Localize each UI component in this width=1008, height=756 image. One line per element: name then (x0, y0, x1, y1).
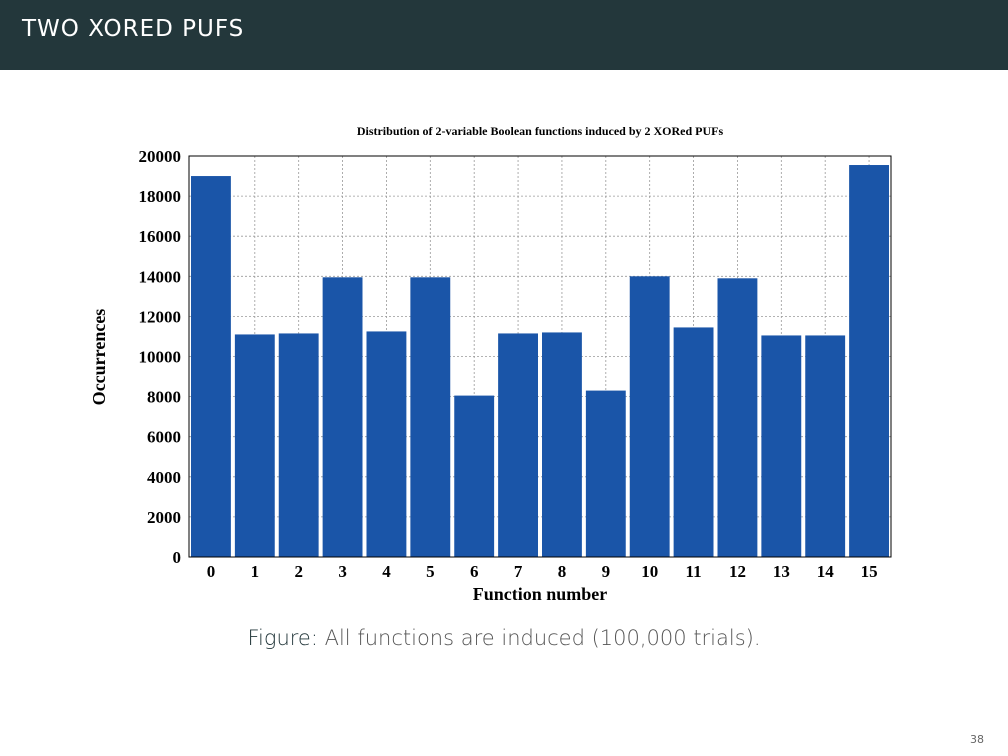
bar-8 (542, 332, 582, 557)
bar-9 (585, 390, 626, 557)
x-tick-label: 8 (558, 562, 567, 581)
x-tick-label: 7 (514, 562, 523, 581)
y-tick-label: 0 (173, 548, 182, 567)
x-tick-label: 4 (382, 562, 391, 581)
x-tick-label: 3 (338, 562, 347, 581)
figure-caption: Figure: All functions are induced (100,0… (0, 626, 1008, 650)
y-tick-label: 12000 (139, 307, 182, 326)
bar-4 (366, 331, 407, 557)
x-tick-label: 13 (773, 562, 790, 581)
x-tick-label: 15 (861, 562, 878, 581)
bar-0 (191, 176, 231, 558)
x-axis-ticks: 0 1 2 3 4 5 6 7 8 9 10 11 12 13 14 15 (207, 562, 878, 581)
y-tick-label: 20000 (139, 147, 182, 166)
y-tick-label: 14000 (139, 267, 182, 286)
chart-title: Distribution of 2-variable Boolean funct… (357, 124, 724, 138)
x-tick-label: 10 (641, 562, 658, 581)
x-tick-label: 1 (251, 562, 260, 581)
x-tick-label: 2 (294, 562, 303, 581)
bar-7 (498, 333, 538, 557)
bar-11 (673, 327, 714, 557)
chart-bars (191, 165, 889, 558)
bar-1 (234, 334, 275, 557)
bar-10 (629, 276, 670, 557)
caption-label: Figure: (247, 626, 318, 650)
bar-14 (805, 335, 846, 557)
x-axis-label: Function number (473, 584, 608, 604)
x-tick-label: 14 (817, 562, 835, 581)
bar-6 (454, 395, 495, 557)
caption-text: All functions are induced (100,000 trial… (324, 626, 761, 650)
x-tick-label: 0 (207, 562, 216, 581)
y-tick-label: 2000 (147, 508, 181, 527)
bar-2 (278, 333, 319, 557)
y-tick-label: 6000 (147, 428, 181, 447)
slide-title: TWO XORED PUFS (22, 16, 245, 42)
bar-5 (410, 277, 451, 557)
x-tick-label: 12 (729, 562, 746, 581)
x-tick-label: 5 (426, 562, 435, 581)
y-tick-label: 4000 (147, 468, 181, 487)
y-axis-ticks: 0 2000 4000 6000 8000 10000 12000 14000 16000 180… (139, 147, 182, 567)
x-tick-label: 6 (470, 562, 479, 581)
slide-header: TWO XORED PUFS (0, 0, 1008, 70)
x-tick-label: 9 (602, 562, 611, 581)
plot-frame (188, 155, 892, 558)
y-tick-label: 8000 (147, 388, 181, 407)
y-tick-label: 16000 (139, 227, 182, 246)
x-tick-label: 11 (686, 562, 702, 581)
bar-12 (717, 278, 758, 557)
bar-15 (849, 165, 889, 557)
bar-chart: Distribution of 2-variable Boolean funct… (89, 124, 892, 604)
y-tick-label: 18000 (139, 187, 182, 206)
bar-13 (761, 335, 802, 557)
page-number: 38 (970, 733, 984, 746)
bar-3 (322, 277, 363, 557)
y-axis-label: Occurrences (89, 309, 109, 406)
y-tick-label: 10000 (139, 348, 182, 367)
